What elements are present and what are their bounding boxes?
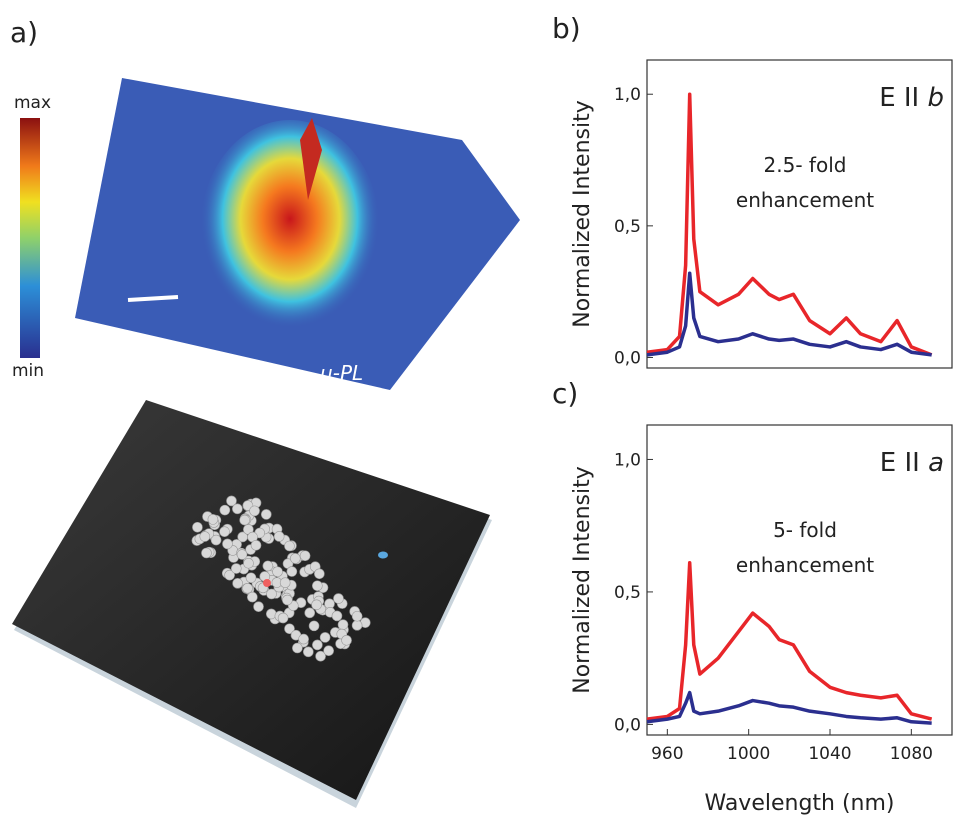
- annotation: enhancement: [736, 188, 874, 212]
- y-tick-label: 0,5: [614, 217, 641, 237]
- nanoparticle: [266, 588, 277, 600]
- nanoparticle: [351, 610, 363, 622]
- x-tick-label: 1000: [727, 744, 770, 764]
- annotation: 2.5- fold: [764, 153, 847, 177]
- nanoparticle: [323, 645, 334, 657]
- nanoparticle: [226, 495, 237, 507]
- y-tick-label: 1,0: [614, 85, 641, 105]
- x-tick-label: 1040: [808, 744, 851, 764]
- y-axis-label: Normalized Intensity: [570, 466, 595, 694]
- nanoparticle: [303, 646, 314, 658]
- panel-label: a): [10, 16, 38, 49]
- series-line: [646, 92, 933, 357]
- nanoparticle: [222, 538, 233, 550]
- plot-frame: [646, 59, 953, 369]
- nanoparticle: [286, 566, 298, 577]
- nanoparticle: [284, 623, 295, 635]
- polarization: E II: [879, 83, 919, 113]
- nanoparticle: [232, 578, 243, 589]
- nanoparticle: [249, 505, 260, 517]
- nanoparticle: [192, 521, 203, 533]
- nanoparticle: [243, 557, 254, 569]
- nanoparticle: [319, 632, 331, 643]
- nanoparticle: [199, 531, 211, 542]
- nanoparticle: [245, 572, 257, 584]
- annotation: E II a: [880, 448, 944, 478]
- scale-bar: [127, 295, 179, 302]
- y-tick-label: 1,0: [614, 450, 641, 470]
- nanoparticle: [273, 531, 285, 542]
- y-tick-label: 0,0: [614, 715, 641, 735]
- nanoparticle: [272, 566, 283, 578]
- series-line: [646, 561, 933, 721]
- series-line: [646, 690, 932, 725]
- nanoparticle: [312, 580, 323, 592]
- x-tick-label: 1080: [890, 744, 933, 764]
- nanoparticle: [253, 601, 264, 612]
- nanoparticle: [341, 634, 352, 646]
- nanoparticle: [337, 619, 349, 630]
- colorbar-min: min: [12, 361, 44, 381]
- nanoparticle: [236, 549, 248, 560]
- nanoparticle: [312, 639, 323, 651]
- nanoparticle: [247, 591, 258, 603]
- nanoparticle: [284, 540, 295, 552]
- peak: [200, 120, 380, 340]
- nanoparticle: [279, 577, 291, 589]
- nanoparticle: [315, 650, 326, 662]
- y-axis-label: Normalized Intensity: [570, 100, 595, 328]
- nanoparticle: [277, 612, 289, 624]
- nanoparticle: [311, 599, 322, 611]
- nanoparticle: [331, 610, 343, 622]
- nanoparticle: [282, 594, 293, 606]
- panel-label: b): [552, 12, 581, 45]
- colorbar: [20, 118, 40, 358]
- series-line: [646, 271, 932, 357]
- nanoparticle: [298, 633, 309, 645]
- nanoparticle: [314, 568, 325, 580]
- nanoparticle: [299, 550, 311, 562]
- nanoparticle: [304, 607, 316, 619]
- nanoparticle: [351, 620, 363, 631]
- nanoparticle: [239, 514, 250, 526]
- nanoparticle: [292, 642, 303, 654]
- annotation: 5- fold: [773, 518, 837, 542]
- colorbar-max: max: [14, 93, 51, 113]
- nanoparticle: [333, 593, 344, 604]
- emitter: [378, 551, 388, 559]
- nanoparticle: [262, 560, 274, 572]
- x-tick-label: 960: [651, 744, 683, 764]
- nanoparticle: [219, 504, 231, 516]
- plot-frame: [646, 424, 953, 736]
- y-tick-label: 0,5: [614, 583, 641, 603]
- polarization: E II: [880, 448, 920, 478]
- nanoparticle: [224, 569, 235, 581]
- nanoparticle: [260, 509, 272, 520]
- emitter: [263, 579, 271, 587]
- nanoparticle: [242, 583, 253, 594]
- axis: b: [927, 83, 944, 113]
- peak-top: [300, 118, 322, 200]
- nanoparticle: [290, 553, 301, 564]
- nanoparticle: [230, 563, 242, 574]
- y-tick-label: 0,0: [614, 348, 641, 368]
- nanoparticle: [308, 620, 320, 632]
- nanoparticle: [232, 503, 243, 515]
- axis: a: [928, 448, 944, 478]
- panel-label: c): [552, 377, 578, 410]
- map-label: μ-PL: [319, 361, 363, 385]
- annotation: E II b: [879, 83, 944, 113]
- nanoparticle: [219, 526, 230, 538]
- nanoparticle: [210, 534, 222, 546]
- nanoparticle: [207, 514, 219, 525]
- nanoparticle: [250, 539, 262, 551]
- nanoparticles: [191, 495, 371, 662]
- annotation: enhancement: [736, 553, 874, 577]
- nanoparticle: [201, 547, 212, 559]
- x-axis-label: Wavelength (nm): [704, 791, 894, 816]
